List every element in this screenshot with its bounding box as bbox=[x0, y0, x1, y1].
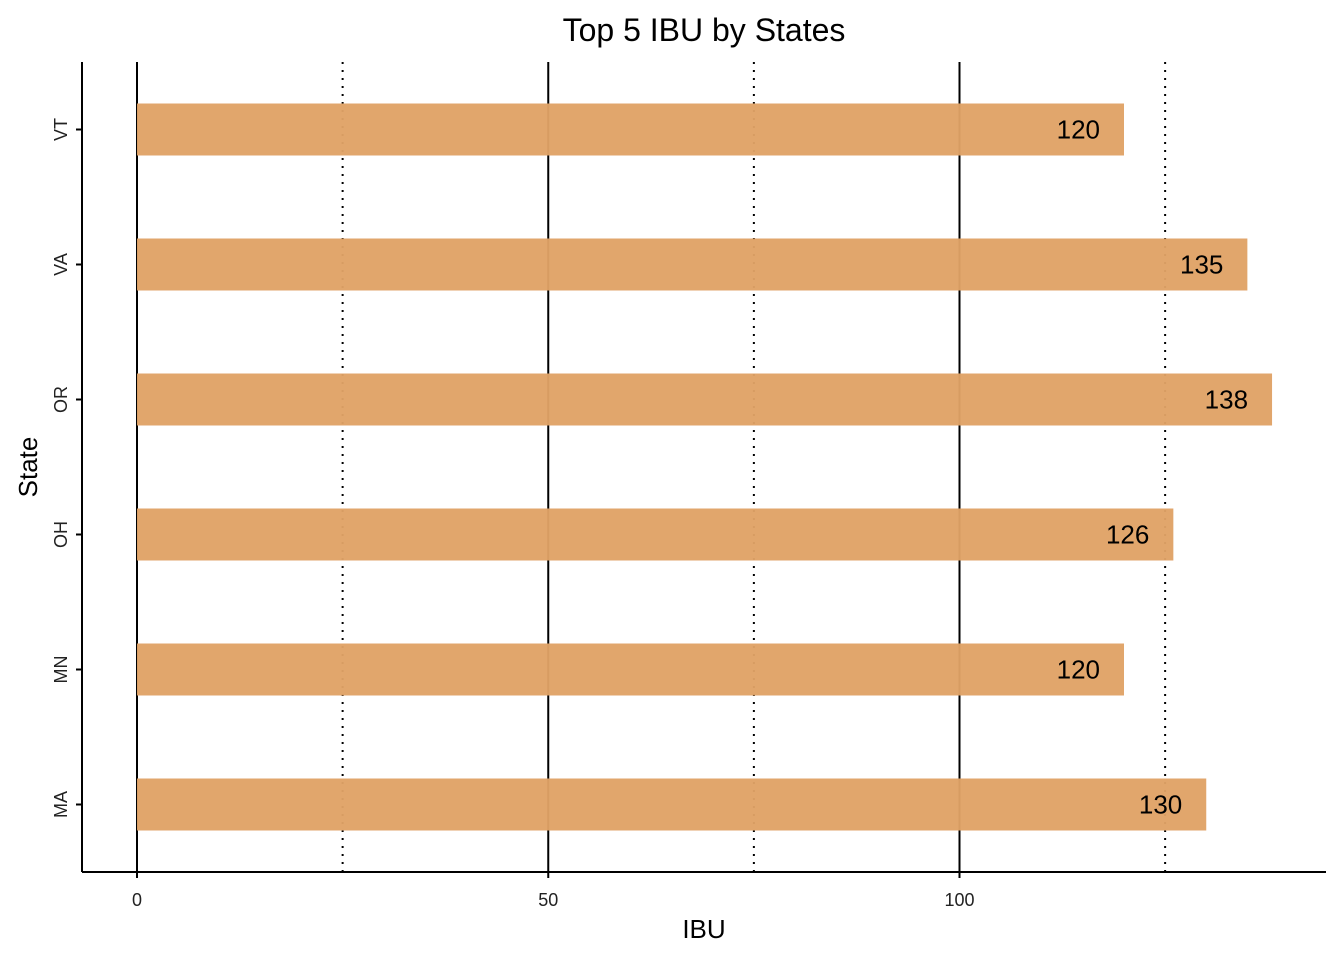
bar-or bbox=[137, 373, 1273, 426]
data-label-ma: 130 bbox=[1139, 790, 1182, 820]
data-label-va: 135 bbox=[1180, 250, 1223, 280]
x-tick-label: 0 bbox=[132, 890, 142, 910]
bar-mn bbox=[137, 643, 1124, 696]
y-tick-label-va: VA bbox=[51, 253, 71, 276]
data-label-or: 138 bbox=[1205, 385, 1248, 415]
data-labels: 130 120 126 138 135 120 bbox=[1057, 115, 1248, 820]
bar-va bbox=[137, 238, 1248, 291]
x-tick-label: 100 bbox=[944, 890, 974, 910]
data-label-oh: 126 bbox=[1106, 520, 1149, 550]
data-label-mn: 120 bbox=[1057, 655, 1100, 685]
x-tick-label: 50 bbox=[538, 890, 558, 910]
y-tick-label-oh: OH bbox=[51, 521, 71, 548]
gridlines bbox=[136, 62, 1167, 872]
y-axis-ticks: MA MN OH OR VA VT bbox=[51, 118, 82, 818]
bars bbox=[137, 103, 1273, 831]
bar-oh bbox=[137, 508, 1174, 561]
y-axis-title: State bbox=[13, 437, 43, 498]
y-tick-label-vt: VT bbox=[51, 118, 71, 141]
bar-vt bbox=[137, 103, 1124, 156]
x-axis-title: IBU bbox=[682, 914, 725, 944]
y-tick-label-or: OR bbox=[51, 386, 71, 413]
x-axis-ticks: 0 50 100 bbox=[132, 872, 975, 910]
y-tick-label-ma: MA bbox=[51, 791, 71, 818]
y-tick-label-mn: MN bbox=[51, 656, 71, 684]
chart-title: Top 5 IBU by States bbox=[563, 12, 846, 48]
data-label-vt: 120 bbox=[1057, 115, 1100, 145]
bar-ma bbox=[137, 778, 1207, 831]
